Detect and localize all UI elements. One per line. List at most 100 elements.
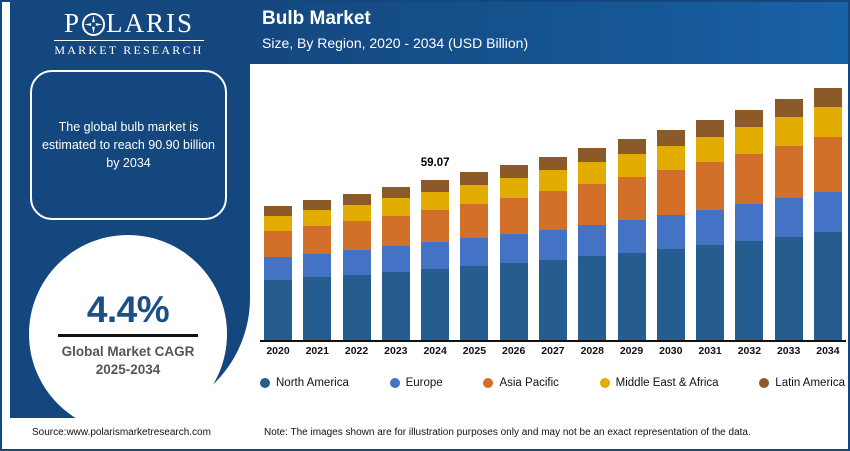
bar-segment[interactable] xyxy=(813,87,842,107)
bar-segment[interactable] xyxy=(656,129,685,146)
bar-segment[interactable] xyxy=(538,229,567,260)
bar-segment[interactable] xyxy=(381,198,410,216)
bar-segment[interactable] xyxy=(421,179,450,192)
bar-segment[interactable] xyxy=(538,156,567,171)
bar-segment[interactable] xyxy=(735,204,764,242)
bar-segment[interactable] xyxy=(303,253,332,278)
bar-column[interactable] xyxy=(656,82,685,340)
bar-segment[interactable] xyxy=(421,191,450,210)
bar-segment[interactable] xyxy=(735,109,764,128)
bar-segment[interactable] xyxy=(303,277,332,340)
bar-segment[interactable] xyxy=(421,242,450,270)
bar-segment[interactable] xyxy=(264,216,292,231)
bar-segment[interactable] xyxy=(499,262,528,340)
bar-segment[interactable] xyxy=(303,210,332,226)
bar-segment[interactable] xyxy=(813,136,842,193)
bar-segment[interactable] xyxy=(538,170,567,192)
bar-segment[interactable] xyxy=(774,198,803,237)
bar-segment[interactable] xyxy=(538,259,567,340)
bar-segment[interactable] xyxy=(381,271,410,340)
bar-segment[interactable] xyxy=(813,232,842,340)
bar-segment[interactable] xyxy=(538,191,567,230)
bar-column[interactable] xyxy=(381,82,410,340)
bar-segment[interactable] xyxy=(460,172,489,185)
chart-area: 59.07 2020 2021 2022 2023 2024 2025 2026 2027 20… xyxy=(250,64,848,417)
bar-segment[interactable] xyxy=(774,98,803,118)
bar-segment[interactable] xyxy=(264,279,292,340)
bar-column[interactable] xyxy=(303,82,332,340)
bar-segment[interactable] xyxy=(342,250,371,275)
bar-segment[interactable] xyxy=(499,234,528,263)
legend-item[interactable]: Europe xyxy=(389,377,443,389)
bar-segment[interactable] xyxy=(264,257,292,280)
bar-segment[interactable] xyxy=(696,119,725,137)
bar-segment[interactable] xyxy=(578,162,607,185)
bar-segment[interactable] xyxy=(421,269,450,340)
bar-segment[interactable] xyxy=(421,209,450,243)
bar-segment[interactable] xyxy=(696,162,725,210)
bar-segment[interactable] xyxy=(499,177,528,198)
bar-segment[interactable] xyxy=(774,117,803,146)
bar-column[interactable] xyxy=(264,82,292,340)
bar-column[interactable] xyxy=(617,82,646,340)
bar-column[interactable] xyxy=(460,82,489,340)
bar-segment[interactable] xyxy=(264,206,292,217)
bar-segment[interactable] xyxy=(342,193,371,205)
bar-segment[interactable] xyxy=(342,204,371,221)
bar-segment[interactable] xyxy=(578,184,607,225)
bar-column[interactable] xyxy=(342,82,371,340)
bar-segment[interactable] xyxy=(617,154,646,178)
bar-segment[interactable] xyxy=(578,256,607,340)
bar-segment[interactable] xyxy=(303,200,332,211)
bar-segment[interactable] xyxy=(813,107,842,137)
cagr-label: Global Market CAGR 2025-2034 xyxy=(62,343,195,379)
legend-item[interactable]: Middle East & Africa xyxy=(599,377,719,389)
bar-segment[interactable] xyxy=(696,244,725,340)
legend-item[interactable]: Latin America xyxy=(759,377,845,389)
bar-column[interactable] xyxy=(578,82,607,340)
bar-segment[interactable] xyxy=(735,127,764,155)
x-axis-tick-label: 2020 xyxy=(266,345,290,357)
bar-segment[interactable] xyxy=(264,230,292,258)
bar-segment[interactable] xyxy=(381,186,410,199)
bar-segment[interactable] xyxy=(342,274,371,340)
bar-segment[interactable] xyxy=(617,138,646,155)
bar-segment[interactable] xyxy=(735,154,764,204)
bar-segment[interactable] xyxy=(735,241,764,340)
bar-segment[interactable] xyxy=(813,192,842,233)
bar-column[interactable]: 59.07 xyxy=(421,82,450,340)
bar-segment[interactable] xyxy=(381,246,410,272)
bar-segment[interactable] xyxy=(460,265,489,340)
bar-column[interactable] xyxy=(735,82,764,340)
bar-segment[interactable] xyxy=(656,248,685,340)
bar-segment[interactable] xyxy=(656,214,685,249)
x-axis-tick-label: 2026 xyxy=(502,345,526,357)
bar-segment[interactable] xyxy=(656,170,685,215)
bar-segment[interactable] xyxy=(774,236,803,340)
bar-column[interactable] xyxy=(696,82,725,340)
bar-segment[interactable] xyxy=(460,238,489,266)
bar-segment[interactable] xyxy=(499,164,528,178)
bar-segment[interactable] xyxy=(578,224,607,257)
bar-segment[interactable] xyxy=(617,220,646,253)
bar-segment[interactable] xyxy=(617,177,646,220)
bar-column[interactable] xyxy=(813,82,842,340)
bar-column[interactable] xyxy=(499,82,528,340)
bar-segment[interactable] xyxy=(617,252,646,340)
brand-logo: P LARIS MARKET RESEARCH xyxy=(16,8,242,57)
bar-segment[interactable] xyxy=(381,215,410,247)
bar-segment[interactable] xyxy=(499,197,528,235)
bar-segment[interactable] xyxy=(460,184,489,205)
bar-segment[interactable] xyxy=(578,147,607,163)
bar-segment[interactable] xyxy=(656,145,685,171)
bar-column[interactable] xyxy=(538,82,567,340)
bar-segment[interactable] xyxy=(303,225,332,254)
bar-segment[interactable] xyxy=(696,209,725,245)
bar-segment[interactable] xyxy=(774,145,803,199)
bar-segment[interactable] xyxy=(342,220,371,250)
bar-segment[interactable] xyxy=(696,136,725,163)
bar-segment[interactable] xyxy=(460,204,489,239)
legend-item[interactable]: Asia Pacific xyxy=(483,377,559,389)
legend-item[interactable]: North America xyxy=(260,377,349,389)
bar-column[interactable] xyxy=(774,82,803,340)
